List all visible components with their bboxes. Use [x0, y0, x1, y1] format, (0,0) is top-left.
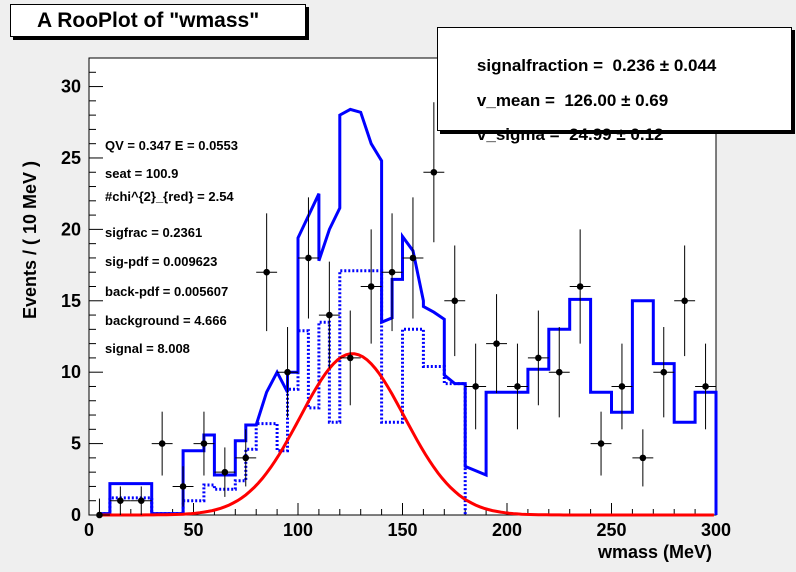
param-name: v_sigma — [476, 125, 545, 144]
y-tick-label: 25 — [61, 148, 81, 168]
x-tick-label: 300 — [701, 520, 731, 540]
data-point — [430, 168, 438, 176]
param-name: v_mean — [476, 91, 541, 110]
data-point — [346, 354, 354, 362]
stat-back-pdf: back-pdf = 0.005607 — [105, 284, 229, 299]
x-tick-label: 100 — [283, 520, 313, 540]
stat-signal: signal = 8.008 — [105, 341, 190, 356]
x-axis-label: wmass (MeV) — [597, 542, 712, 562]
data-point — [514, 383, 521, 390]
data-point — [326, 311, 333, 319]
data-point — [660, 368, 668, 376]
data-point — [409, 254, 417, 262]
data-point — [158, 440, 166, 447]
param-value: 24.99 — [569, 125, 612, 144]
data-point — [137, 497, 145, 505]
data-point — [367, 283, 375, 290]
data-point — [576, 283, 584, 290]
data-point — [639, 454, 647, 462]
x-tick-label: 50 — [183, 520, 203, 540]
data-point — [96, 511, 103, 519]
stat-sigfrac: sigfrac = 0.2361 — [105, 225, 203, 240]
data-point — [555, 368, 563, 376]
y-tick-label: 10 — [61, 362, 81, 382]
plot-frame — [88, 57, 717, 516]
y-tick-label: 0 — [71, 505, 81, 525]
data-point — [681, 297, 688, 305]
plot-title: A RooPlot of "wmass" — [10, 4, 306, 37]
y-tick-label: 5 — [71, 434, 81, 454]
data-point — [221, 468, 229, 476]
data-point — [263, 268, 270, 276]
y-tick-label: 15 — [61, 291, 81, 311]
param-error: 0.12 — [630, 125, 664, 144]
stat-chi2: #chi^{2}_{red} = 2.54 — [105, 189, 234, 204]
param-signalfraction: signalfraction = 0.236 ± 0.044 — [476, 56, 717, 75]
data-point — [242, 454, 250, 462]
signal-curve — [99, 352, 714, 517]
param-name: signalfraction — [476, 56, 589, 75]
stat-seat: seat = 100.9 — [105, 166, 179, 181]
fit-parameters-box: signalfraction = 0.236 ± 0.044 v_mean = … — [437, 27, 792, 144]
data-point — [597, 440, 605, 447]
data-point — [618, 383, 626, 390]
y-tick-label: 30 — [61, 77, 81, 97]
param-error: 0.69 — [635, 91, 669, 110]
data-point — [117, 497, 124, 505]
stat-background: background = 4.666 — [105, 313, 227, 328]
data-points — [89, 102, 716, 519]
data-point — [284, 368, 291, 376]
x-tick-label: 150 — [387, 520, 417, 540]
param-error: 0.044 — [673, 56, 717, 75]
x-tick-label: 0 — [84, 520, 94, 540]
param-value: 126.00 — [564, 91, 617, 110]
data-point — [702, 383, 709, 390]
x-tick-label: 250 — [596, 520, 626, 540]
param-v-mean: v_mean = 126.00 ± 0.69 — [476, 91, 669, 110]
param-v-sigma: v_sigma = 24.99 ± 0.12 — [476, 125, 664, 144]
param-value: 0.236 — [612, 56, 656, 75]
stat-qv: QV = 0.347 E = 0.0553 — [105, 138, 238, 153]
y-tick-label: 20 — [61, 219, 81, 239]
data-point — [451, 297, 459, 305]
data-point — [179, 483, 187, 490]
data-point — [472, 383, 479, 390]
data-point — [535, 354, 542, 362]
data-point — [493, 340, 500, 347]
stat-sig-pdf: sig-pdf = 0.009623 — [105, 254, 218, 269]
x-tick-label: 200 — [492, 520, 522, 540]
data-point — [388, 268, 396, 276]
background-curve — [99, 269, 467, 516]
y-axis-label: Events / ( 10 MeV ) — [20, 161, 40, 319]
data-point — [200, 440, 208, 447]
data-point — [305, 254, 312, 262]
